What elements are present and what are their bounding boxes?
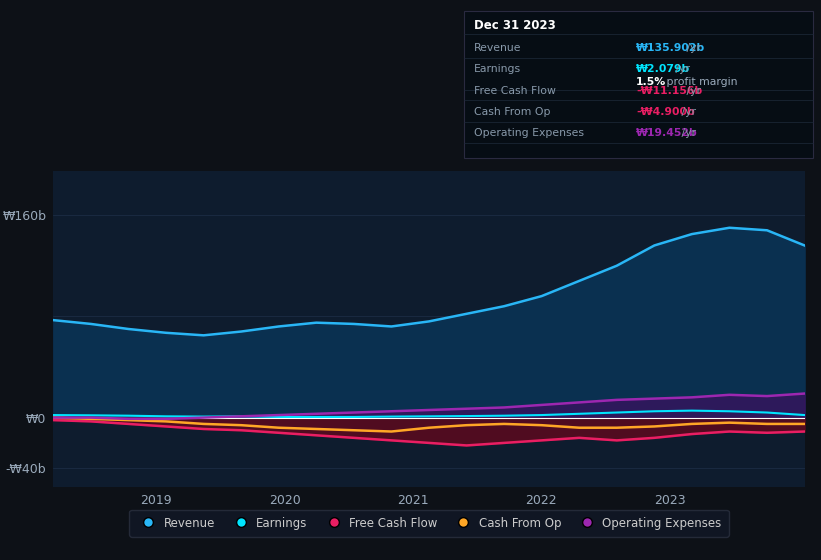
Text: ₩135.902b: ₩135.902b	[636, 43, 705, 53]
Text: Dec 31 2023: Dec 31 2023	[474, 18, 556, 31]
Text: Earnings: Earnings	[474, 64, 521, 74]
Text: /yr: /yr	[683, 43, 701, 53]
Text: -₩11.156b: -₩11.156b	[636, 86, 703, 96]
Text: profit margin: profit margin	[663, 77, 738, 87]
Text: ₩2.079b: ₩2.079b	[636, 64, 690, 74]
Text: /yr: /yr	[683, 86, 701, 96]
Text: 1.5%: 1.5%	[636, 77, 667, 87]
Text: Revenue: Revenue	[474, 43, 521, 53]
Text: ₩19.452b: ₩19.452b	[636, 128, 698, 138]
Text: Cash From Op: Cash From Op	[474, 107, 550, 117]
Text: /yr: /yr	[672, 64, 690, 74]
Text: /yr: /yr	[677, 128, 695, 138]
Text: -₩4.900b: -₩4.900b	[636, 107, 695, 117]
Text: Operating Expenses: Operating Expenses	[474, 128, 584, 138]
Text: Free Cash Flow: Free Cash Flow	[474, 86, 556, 96]
Text: /yr: /yr	[677, 107, 695, 117]
Legend: Revenue, Earnings, Free Cash Flow, Cash From Op, Operating Expenses: Revenue, Earnings, Free Cash Flow, Cash …	[129, 510, 729, 536]
